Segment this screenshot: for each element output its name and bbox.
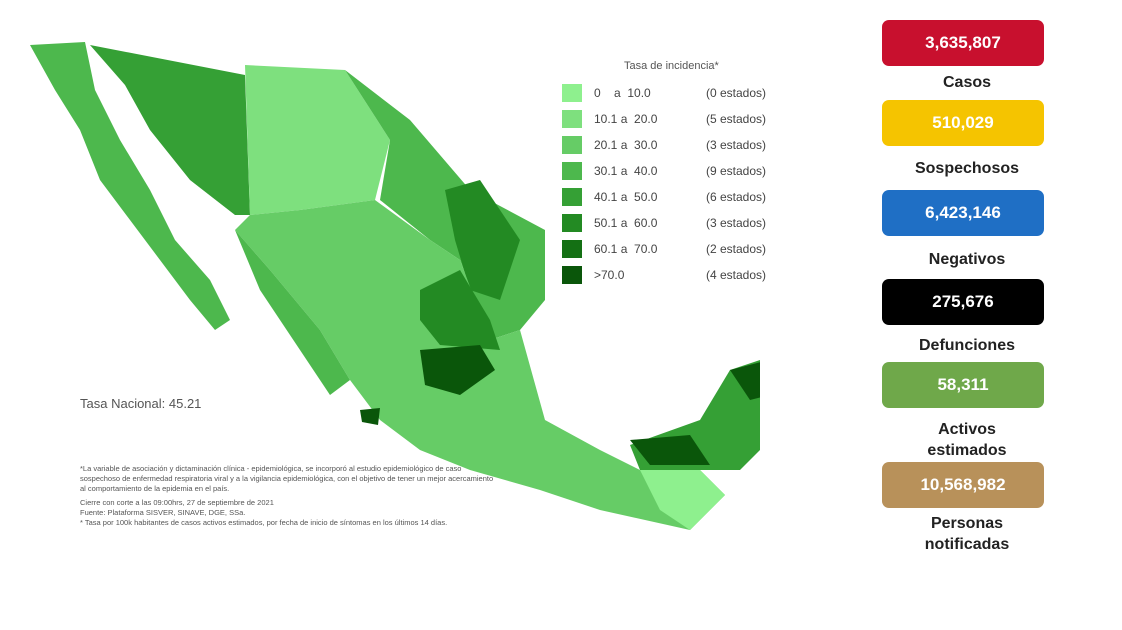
stat-label: Personas notificadas [924, 515, 1010, 553]
region [420, 345, 495, 395]
region [235, 230, 350, 395]
legend-swatch [562, 266, 582, 284]
legend-range: 60.1 a 70.0 [594, 242, 658, 256]
region [640, 470, 725, 530]
footnote: Cierre con corte a las 09:00hrs, 27 de s… [80, 498, 274, 507]
legend-range: 30.1 a 40.0 [594, 164, 658, 178]
legend-item: 30.1 a 40.0 (9 estados) [562, 162, 766, 180]
legend-item: >70.0 (4 estados) [562, 266, 766, 284]
legend-title: Tasa de incidencia* [624, 60, 719, 72]
legend-count: (5 estados) [706, 112, 767, 126]
legend-swatch [562, 136, 582, 154]
stat-value: 3,635,807 [882, 20, 1044, 66]
legend-count: (2 estados) [706, 242, 767, 256]
stat-value: 510,029 [882, 100, 1044, 146]
region [730, 362, 760, 400]
footnotes: *La variable de asociación y dictaminaci… [80, 464, 500, 528]
stat-label: Negativos [928, 251, 1006, 268]
stat-value: 6,423,146 [882, 190, 1044, 236]
legend-count: (0 estados) [706, 86, 767, 100]
region [90, 45, 250, 215]
footnote: *La variable de asociación y dictaminaci… [80, 464, 494, 493]
legend-count: (6 estados) [706, 190, 767, 204]
region [420, 270, 500, 350]
legend-item: 20.1 a 30.0 (3 estados) [562, 136, 766, 154]
legend-swatch [562, 84, 582, 102]
legend-item: 0 a 10.0 (0 estados) [562, 84, 766, 102]
national-rate: Tasa Nacional: 45.21 [80, 396, 202, 411]
legend-range: 50.1 a 60.0 [594, 216, 658, 230]
legend-count: (4 estados) [706, 268, 767, 282]
stat-label: Activos estimados [927, 421, 1007, 459]
legend-swatch [562, 188, 582, 206]
region [445, 180, 520, 300]
legend-range: >70.0 [594, 268, 625, 282]
map [30, 42, 760, 530]
legend-swatch [562, 240, 582, 258]
stat-value: 275,676 [882, 279, 1044, 325]
region [245, 65, 390, 215]
legend-item: 60.1 a 70.0 (2 estados) [562, 240, 766, 258]
stat-label: Casos [942, 74, 992, 91]
legend-count: (9 estados) [706, 164, 767, 178]
region [630, 435, 710, 465]
legend-swatch [562, 214, 582, 232]
stat-value: 10,568,982 [882, 462, 1044, 508]
footnote: * Tasa por 100k habitantes de casos acti… [80, 518, 448, 527]
legend-count: (3 estados) [706, 138, 767, 152]
legend-range: 0 a 10.0 [594, 86, 651, 100]
legend-swatch [562, 162, 582, 180]
legend-range: 40.1 a 50.0 [594, 190, 658, 204]
legend-range: 10.1 a 20.0 [594, 112, 658, 126]
stat-label: Defunciones [918, 337, 1015, 354]
legend-count: (3 estados) [706, 216, 767, 230]
legend-swatch [562, 110, 582, 128]
legend-range: 20.1 a 30.0 [594, 138, 658, 152]
footnote: Fuente: Plataforma SISVER, SINAVE, DGE, … [80, 508, 246, 517]
stat-label: Sospechosos [914, 160, 1020, 177]
legend-item: 50.1 a 60.0 (3 estados) [562, 214, 766, 232]
stat-value: 58,311 [882, 362, 1044, 408]
region [360, 408, 380, 425]
legend-item: 10.1 a 20.0 (5 estados) [562, 110, 766, 128]
legend-item: 40.1 a 50.0 (6 estados) [562, 188, 766, 206]
region [30, 42, 230, 330]
